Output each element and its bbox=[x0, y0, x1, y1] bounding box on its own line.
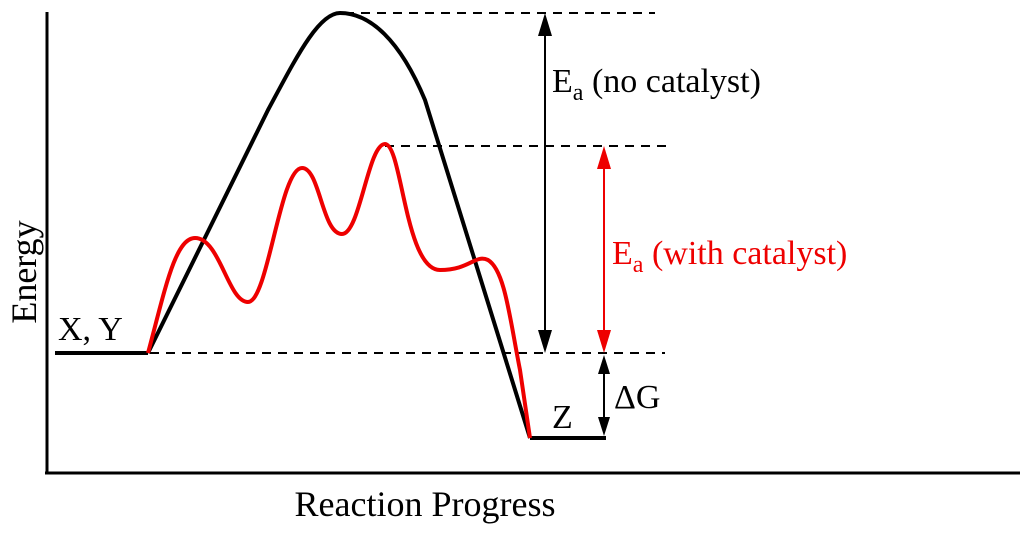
y-axis-label: Energy bbox=[4, 220, 44, 323]
ea-no-catalyst-arrowhead-top bbox=[538, 13, 552, 36]
ea-with-catalyst-arrowhead-bottom bbox=[597, 330, 611, 353]
uncatalyzed-curve bbox=[146, 11, 532, 439]
delta-g-arrowhead-bottom bbox=[598, 417, 610, 436]
reactants-label: X, Y bbox=[58, 311, 123, 348]
ea-with-catalyst-arrowhead-top bbox=[597, 146, 611, 169]
ea-with-catalyst-base: E bbox=[612, 235, 633, 272]
ea-no-catalyst-suffix: (no catalyst) bbox=[583, 63, 761, 100]
product-label: Z bbox=[552, 399, 573, 436]
ea-with-catalyst-suffix: (with catalyst) bbox=[643, 235, 847, 272]
delta-g-arrowhead-top bbox=[598, 355, 610, 374]
ea-with-catalyst-label: Ea (with catalyst) bbox=[612, 235, 847, 278]
ea-no-catalyst-arrowhead-bottom bbox=[538, 330, 552, 353]
x-axis-label: Reaction Progress bbox=[295, 484, 556, 524]
catalyzed-curve bbox=[146, 142, 532, 439]
ea-no-catalyst-label: Ea (no catalyst) bbox=[552, 63, 761, 106]
ea-no-catalyst-subscript: a bbox=[573, 80, 584, 106]
ea-with-catalyst-subscript: a bbox=[633, 252, 644, 278]
delta-g-label: ΔG bbox=[614, 379, 660, 416]
ea-no-catalyst-base: E bbox=[552, 63, 573, 100]
